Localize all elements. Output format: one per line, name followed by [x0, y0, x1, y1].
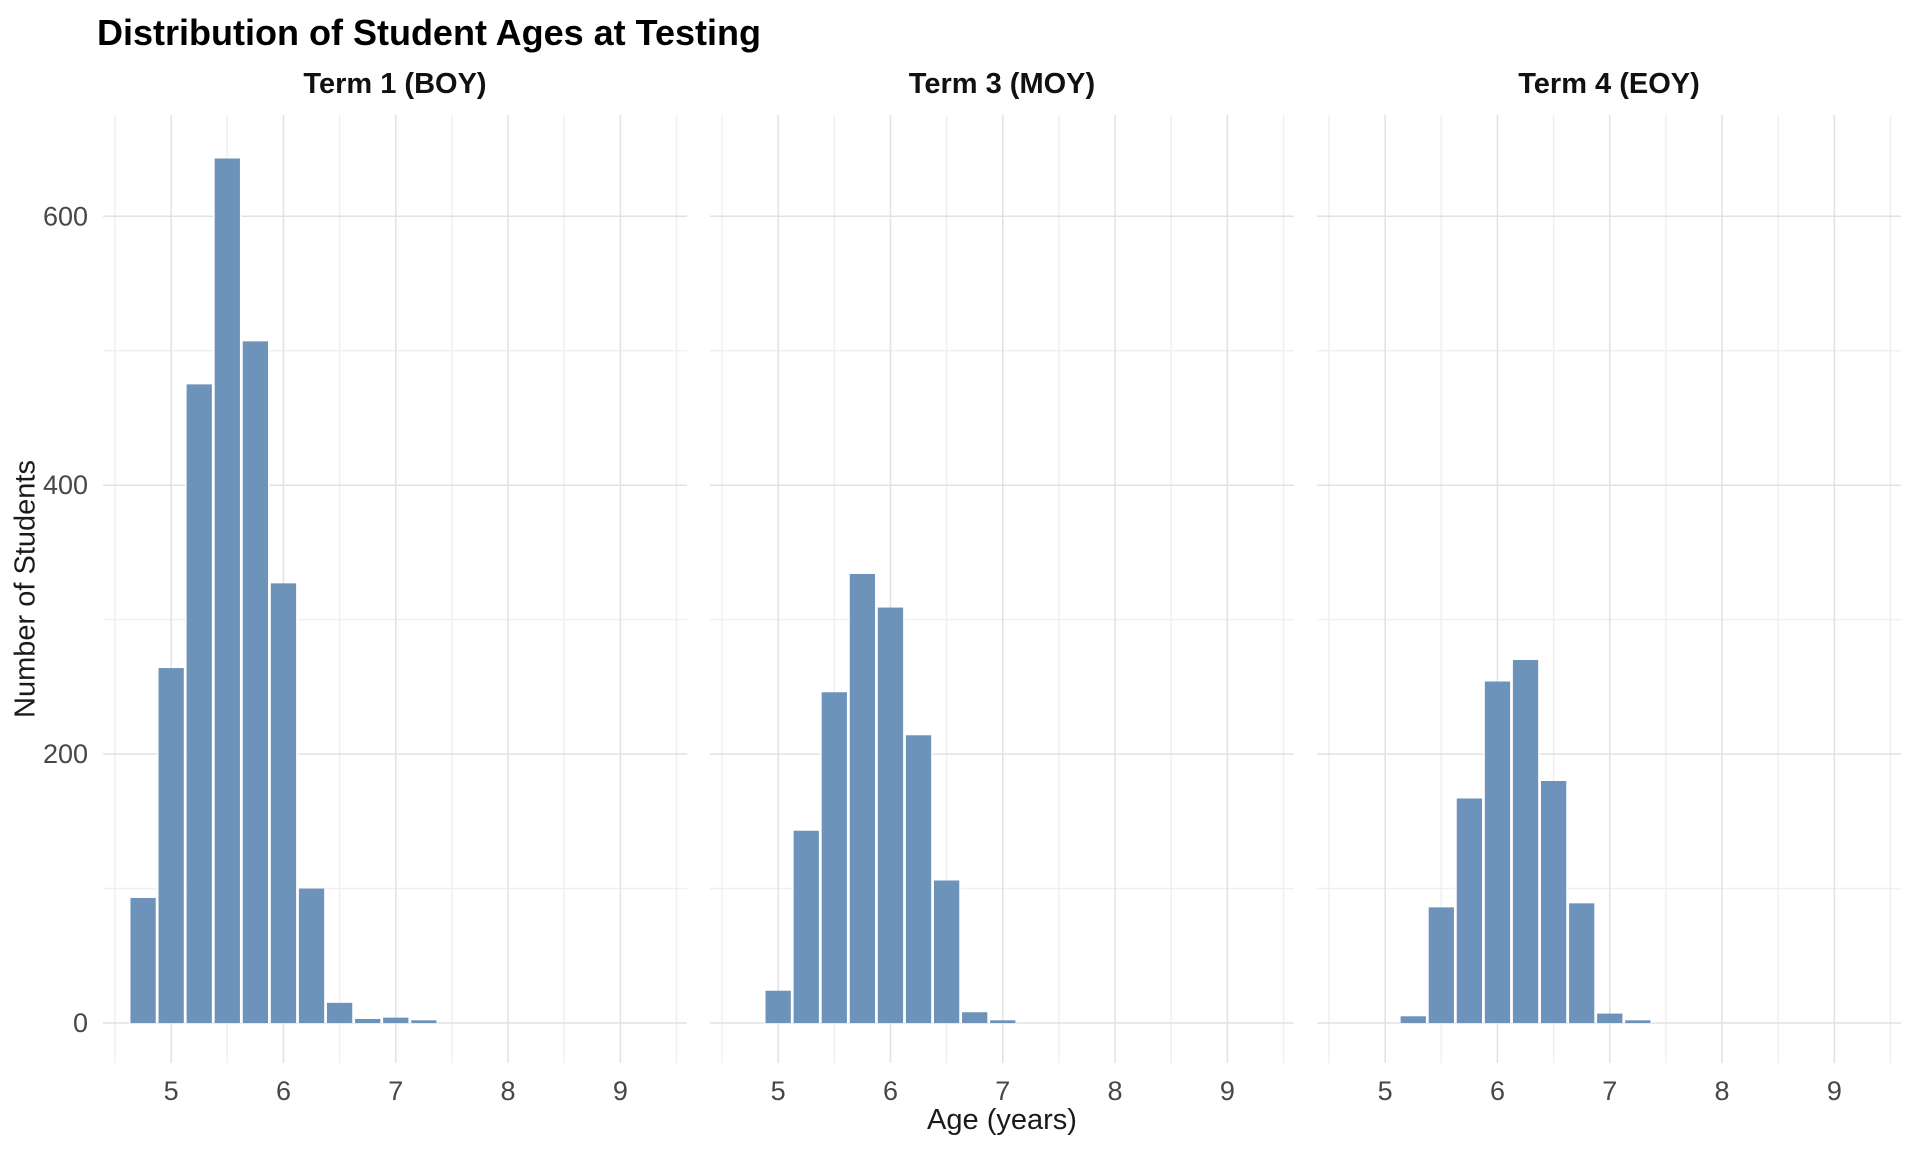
histogram-bar	[130, 897, 156, 1023]
histogram-bar	[962, 1012, 988, 1023]
x-tick-label: 5	[164, 1076, 179, 1106]
x-tick-label: 7	[388, 1076, 403, 1106]
histogram-bar	[186, 384, 212, 1023]
y-tick-label: 600	[43, 201, 88, 231]
x-tick-label: 5	[1378, 1076, 1393, 1106]
x-tick-label: 8	[1715, 1076, 1730, 1106]
y-axis-title: Number of Students	[9, 460, 42, 718]
x-tick-label: 7	[1602, 1076, 1617, 1106]
x-tick-label: 6	[1490, 1076, 1505, 1106]
facet-panel: 5 6 7 8 9	[710, 115, 1294, 1106]
histogram-bar	[1625, 1020, 1651, 1023]
histogram-bar	[298, 888, 325, 1023]
y-tick-label: 0	[73, 1008, 88, 1038]
histogram-bar	[793, 830, 819, 1023]
chart-title: Distribution of Student Ages at Testing	[97, 12, 761, 53]
x-tick-label: 7	[995, 1076, 1010, 1106]
y-tick-label: 400	[43, 470, 88, 500]
x-tick-label: 9	[1220, 1076, 1235, 1106]
facet-label-term1: Term 1 (BOY)	[303, 68, 487, 100]
x-tick-label: 9	[613, 1076, 628, 1106]
x-axis-title: Age (years)	[927, 1104, 1077, 1136]
histogram-bar	[1540, 780, 1567, 1023]
x-tick-label: 8	[1108, 1076, 1123, 1106]
histogram-bar	[411, 1020, 437, 1023]
x-tick-label: 6	[276, 1076, 291, 1106]
histogram-bar	[326, 1002, 353, 1023]
histogram-bar	[1400, 1016, 1426, 1023]
histogram-bar	[1428, 907, 1454, 1023]
histogram-bar	[270, 583, 297, 1023]
histogram-bar	[1597, 1013, 1623, 1023]
histogram-bar	[355, 1018, 381, 1023]
histogram-bar	[877, 607, 904, 1023]
x-tick-label: 5	[771, 1076, 786, 1106]
facet-label-term4: Term 4 (EOY)	[1518, 68, 1700, 100]
histogram-bar	[214, 158, 240, 1023]
histogram-bar	[933, 880, 960, 1023]
facet-panel: 5 6 7 8 9	[1317, 115, 1901, 1106]
y-tick-label: 200	[43, 739, 88, 769]
histogram-bar	[765, 990, 791, 1023]
histogram-bar	[383, 1017, 409, 1023]
x-tick-label: 8	[501, 1076, 516, 1106]
histogram-bar	[990, 1020, 1016, 1023]
histogram-bar	[158, 668, 184, 1023]
histogram-bar	[1512, 659, 1539, 1023]
facet-panel: 5 6 7 8 9	[103, 115, 687, 1106]
histogram-bar	[849, 573, 876, 1023]
histogram-bar	[1456, 798, 1483, 1023]
histogram-bar	[1484, 681, 1511, 1023]
histogram-bar	[1569, 903, 1595, 1023]
histogram-bar	[242, 341, 269, 1023]
x-tick-label: 6	[883, 1076, 898, 1106]
histogram-bar	[905, 735, 932, 1023]
facet-label-term3: Term 3 (MOY)	[908, 68, 1096, 100]
histogram-bar	[821, 692, 847, 1023]
x-tick-label: 9	[1827, 1076, 1842, 1106]
